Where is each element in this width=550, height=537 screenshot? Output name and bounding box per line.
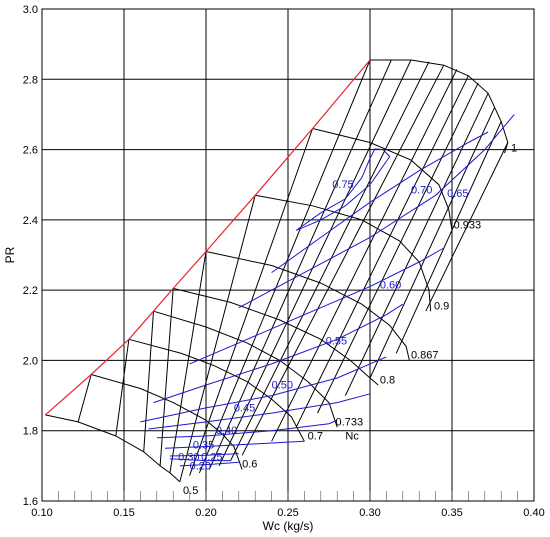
map-constant-line bbox=[143, 311, 154, 452]
y-axis-ticks: 1.6 1.8 2.0 2.2 2.4 2.6 2.8 3.0 bbox=[23, 4, 38, 508]
surge-line bbox=[44, 59, 371, 416]
speed-label: 0.733 bbox=[336, 416, 364, 428]
x-tick-label: 0.40 bbox=[523, 507, 544, 519]
x-tick-label: 0.35 bbox=[441, 507, 462, 519]
efficiency-contour bbox=[140, 356, 387, 423]
speed-line bbox=[91, 374, 243, 470]
map-constant-line bbox=[159, 288, 174, 466]
y-tick-label: 3.0 bbox=[23, 4, 38, 16]
map-constant-line bbox=[395, 121, 502, 354]
map-constant-line bbox=[218, 59, 412, 467]
efficiency-label: 0.45 bbox=[234, 402, 255, 414]
map-constant-line bbox=[369, 107, 496, 379]
map-constant-line bbox=[230, 61, 430, 461]
efficiency-contour bbox=[164, 440, 305, 449]
speed-label: 0.867 bbox=[411, 350, 439, 362]
x-tick-label: 0.15 bbox=[113, 507, 134, 519]
minor-ticks bbox=[41, 491, 535, 501]
map-constant-line bbox=[189, 128, 314, 476]
efficiency-contour bbox=[189, 247, 445, 365]
efficiency-contour bbox=[238, 114, 515, 309]
map-constant-line bbox=[344, 93, 489, 396]
y-tick-label: 1.6 bbox=[23, 496, 38, 508]
speed-line bbox=[312, 128, 453, 231]
line-labels: 0.5 0.6 0.7 Nc 0.733 0.8 0.867 0.9 0.933 1 0.30 0.2… bbox=[178, 142, 517, 497]
efficiency-contour bbox=[169, 458, 231, 462]
x-axis-title: Wc (kg/s) bbox=[263, 519, 314, 533]
efficiency-label: 0.35 bbox=[193, 439, 214, 451]
efficiency-label: 0.65 bbox=[447, 188, 468, 200]
y-axis-title: PR bbox=[3, 246, 17, 263]
y-tick-label: 2.4 bbox=[23, 215, 38, 227]
speed-label: 1 bbox=[511, 142, 517, 154]
speed-line bbox=[370, 59, 509, 154]
map-constant-line bbox=[169, 251, 207, 473]
y-tick-label: 2.2 bbox=[23, 285, 38, 297]
efficiency-label: 0.70 bbox=[411, 185, 432, 197]
map-constant-line bbox=[115, 339, 130, 437]
efficiency-label: 0.50 bbox=[272, 380, 293, 392]
speed-label: 0.6 bbox=[242, 459, 257, 471]
plot-frame bbox=[41, 8, 535, 502]
speed-line bbox=[45, 414, 181, 483]
x-tick-label: 0.20 bbox=[195, 507, 216, 519]
efficiency-label: 0.20 bbox=[190, 460, 211, 472]
efficiency-contour bbox=[156, 419, 338, 439]
map-constant-line bbox=[295, 75, 469, 428]
map-constant-line bbox=[317, 82, 479, 414]
efficiency-label: 0.60 bbox=[380, 279, 401, 291]
speed-line bbox=[205, 251, 410, 361]
speed-label: Nc bbox=[345, 431, 359, 443]
speed-lines bbox=[45, 59, 509, 483]
efficiency-contour bbox=[148, 393, 371, 430]
efficiency-label: 0.30 bbox=[178, 452, 199, 464]
map-constant-line bbox=[271, 69, 458, 442]
efficiency-label: 0.55 bbox=[326, 336, 347, 348]
x-axis-ticks: 0.10 0.15 0.20 0.25 0.30 0.35 0.40 bbox=[31, 507, 544, 519]
efficiency-contour bbox=[271, 131, 489, 274]
speed-label: 0.7 bbox=[308, 431, 323, 443]
speed-line bbox=[173, 287, 379, 386]
y-tick-label: 2.6 bbox=[23, 145, 38, 157]
y-tick-label: 2.8 bbox=[23, 74, 38, 86]
map-constant-line bbox=[179, 195, 256, 482]
y-tick-label: 1.8 bbox=[23, 426, 38, 438]
efficiency-contour bbox=[179, 461, 239, 467]
efficiency-contour bbox=[295, 148, 391, 231]
speed-label: 0.5 bbox=[183, 485, 198, 497]
surge-line-group bbox=[44, 59, 371, 416]
efficiency-contour bbox=[169, 453, 239, 457]
efficiency-label: 0.40 bbox=[216, 425, 237, 437]
efficiency-label: 0.75 bbox=[332, 179, 353, 191]
efficiency-contours bbox=[140, 114, 515, 467]
map-constant-line bbox=[77, 374, 92, 423]
x-tick-label: 0.30 bbox=[359, 507, 380, 519]
y-tick-label: 2.0 bbox=[23, 355, 38, 367]
x-tick-label: 0.10 bbox=[31, 507, 52, 519]
efficiency-label: 0.25 bbox=[201, 452, 222, 464]
x-tick-label: 0.25 bbox=[277, 507, 298, 519]
speed-line bbox=[128, 338, 305, 442]
speed-label: 0.9 bbox=[434, 300, 449, 312]
map-constant-line bbox=[425, 142, 509, 312]
speed-label: 0.933 bbox=[454, 220, 482, 232]
map-constant-line bbox=[241, 64, 445, 456]
efficiency-contour bbox=[153, 303, 404, 404]
speed-label: 0.8 bbox=[380, 374, 395, 386]
speed-line bbox=[255, 194, 432, 312]
